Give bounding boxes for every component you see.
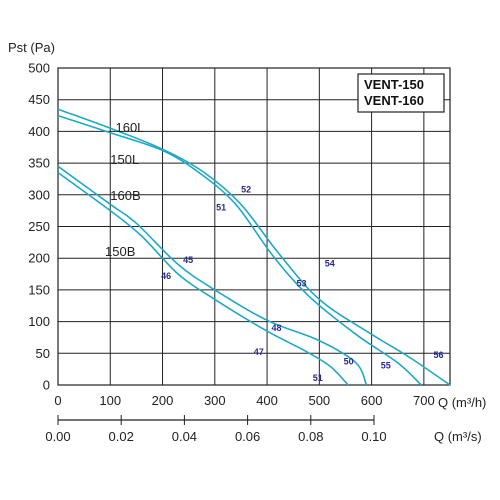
point-label: 51 xyxy=(313,373,323,383)
curve-labels: 160L 150L 160B 150B xyxy=(105,120,144,259)
series-line-160b xyxy=(57,165,368,386)
y-tick-label: 350 xyxy=(28,156,50,171)
x2-tick-label: 0.00 xyxy=(45,429,70,444)
y-tick-label: 250 xyxy=(28,219,50,234)
legend-entry: VENT-160 xyxy=(364,93,424,108)
y-tick-label: 100 xyxy=(28,314,50,329)
y-axis-title: Pst (Pa) xyxy=(8,40,55,55)
y-tick-label: 0 xyxy=(43,378,50,393)
point-label: 48 xyxy=(271,323,281,333)
x-tick-label: 300 xyxy=(204,393,226,408)
y-tick-label: 450 xyxy=(28,92,50,107)
y-tick-label: 50 xyxy=(36,346,50,361)
x-tick-label: 400 xyxy=(256,393,278,408)
x-axis-title: Q (m³/h) xyxy=(438,395,486,410)
point-label: 50 xyxy=(344,357,354,367)
x-tick-label: 0 xyxy=(54,393,61,408)
point-label: 56 xyxy=(433,350,443,360)
x2-tick-label: 0.08 xyxy=(298,429,323,444)
point-label: 53 xyxy=(297,279,307,289)
y-tick-label: 300 xyxy=(28,187,50,202)
x-tick-label: 100 xyxy=(99,393,121,408)
x-tick-label: 600 xyxy=(361,393,383,408)
series-lines xyxy=(57,108,451,386)
grid xyxy=(57,67,451,386)
x2-tick-label: 0.06 xyxy=(235,429,260,444)
point-label: 54 xyxy=(325,258,335,268)
x2-tick-label: 0.04 xyxy=(172,429,197,444)
x2-tick-label: 0.02 xyxy=(109,429,134,444)
axes: 0 100 200 300 400 500 600 700 0 50 100 150 200 250 300… xyxy=(8,40,486,444)
point-label: 46 xyxy=(161,271,171,281)
curve-label-150b: 150B xyxy=(105,244,135,259)
x2-tick-label: 0.10 xyxy=(361,429,386,444)
x2-axis-title: Q (m³/s) xyxy=(434,429,482,444)
point-label: 52 xyxy=(241,185,251,195)
y-tick-label: 400 xyxy=(28,124,50,139)
curve-label-150l: 150L xyxy=(110,152,139,167)
x-tick-label: 200 xyxy=(152,393,174,408)
series-line-160l xyxy=(57,108,451,386)
point-label: 55 xyxy=(381,360,391,370)
x-tick-label: 500 xyxy=(308,393,330,408)
curve-label-160l: 160L xyxy=(115,120,144,135)
legend-entry: VENT-150 xyxy=(364,77,424,92)
point-label: 51 xyxy=(216,202,226,212)
point-label: 45 xyxy=(183,255,193,265)
series-line-150l xyxy=(57,114,422,386)
point-label: 47 xyxy=(254,347,264,357)
series-line-150b xyxy=(57,171,349,386)
y-tick-label: 150 xyxy=(28,282,50,297)
y-tick-label: 500 xyxy=(28,61,50,76)
point-labels: 52 51 54 53 45 46 48 47 50 51 55 56 xyxy=(161,185,443,383)
curve-label-160b: 160B xyxy=(110,188,140,203)
y-tick-label: 200 xyxy=(28,251,50,266)
legend-frame xyxy=(357,73,445,113)
x-tick-label: 700 xyxy=(413,393,435,408)
